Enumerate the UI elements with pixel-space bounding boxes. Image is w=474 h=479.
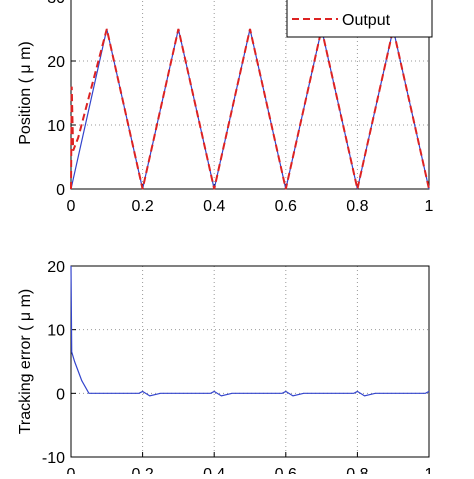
x-tick-label: 0.8 xyxy=(346,466,368,474)
legend-label: Output xyxy=(342,12,391,29)
series-line xyxy=(70,28,430,190)
y-tick-label: 10 xyxy=(47,118,65,135)
x-tick-label: 0.2 xyxy=(131,198,153,215)
y-tick-label: 10 xyxy=(47,323,65,340)
y-tick-label: 0 xyxy=(56,182,65,199)
x-tick-label: 0.8 xyxy=(346,198,368,215)
x-tick-label: 0.6 xyxy=(275,466,297,474)
x-tick-label: 1 xyxy=(425,466,434,474)
x-tick-label: 1 xyxy=(425,198,434,215)
plot-frame xyxy=(70,265,430,458)
x-tick-label: 0 xyxy=(67,466,76,474)
y-axis-label: Tracking error ( μ m) xyxy=(17,289,34,435)
x-tick-label: 0.2 xyxy=(131,466,153,474)
y-tick-label: -10 xyxy=(42,450,65,467)
x-tick-label: 0.4 xyxy=(203,466,225,474)
y-tick-label: 0 xyxy=(56,386,65,403)
plot-frame xyxy=(70,0,430,190)
y-tick-label: 30 xyxy=(47,0,65,7)
x-tick-label: 0.4 xyxy=(203,198,225,215)
x-tick-label: 0.6 xyxy=(275,198,297,215)
legend-box xyxy=(286,0,433,38)
x-tick-label: 0 xyxy=(67,198,76,215)
series-line xyxy=(70,265,430,397)
y-axis-label: Position ( μ m) xyxy=(17,41,34,144)
y-tick-label: 20 xyxy=(47,54,65,71)
y-tick-label: 20 xyxy=(47,259,65,276)
